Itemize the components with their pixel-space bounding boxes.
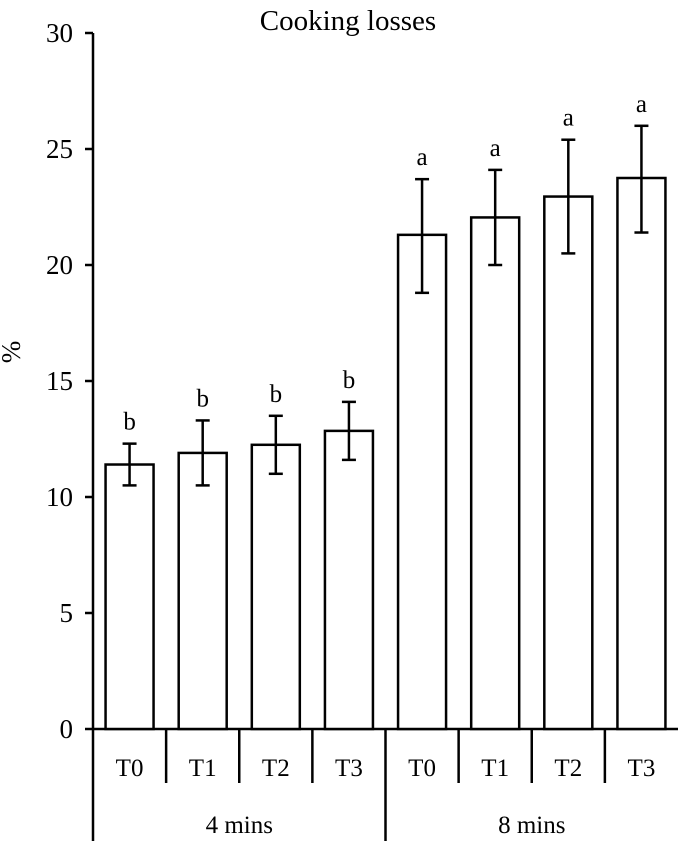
bar — [469, 216, 521, 731]
significance-label: a — [563, 105, 574, 132]
significance-label: b — [343, 367, 356, 394]
bars — [104, 124, 667, 731]
category-label: T3 — [335, 755, 363, 782]
category-label: T1 — [481, 755, 509, 782]
significance-label: a — [490, 135, 501, 162]
category-label: T1 — [189, 755, 217, 782]
y-tick-label: 0 — [60, 714, 74, 744]
axis-labels: 0 5 10 15 20 25 30 b T0 b T1 b T2 b T3 4 mins a T0 a T1 a T2 a… — [46, 18, 655, 839]
bar — [250, 443, 302, 731]
bar — [396, 233, 448, 731]
bar — [177, 451, 228, 731]
bar — [104, 463, 155, 731]
y-tick-label: 5 — [60, 598, 74, 628]
category-label: T0 — [408, 755, 436, 782]
significance-label: b — [196, 385, 209, 412]
significance-label: b — [123, 409, 136, 436]
significance-label: b — [270, 381, 283, 408]
y-axis-label: % — [0, 341, 26, 364]
bar — [543, 195, 594, 731]
chart-title: Cooking losses — [260, 5, 436, 37]
category-label: T3 — [628, 755, 656, 782]
significance-label: a — [417, 144, 428, 171]
group-label: 4 mins — [206, 812, 273, 839]
category-label: T2 — [262, 755, 290, 782]
bar — [616, 176, 667, 731]
category-label: T2 — [554, 755, 582, 782]
y-tick-label: 20 — [46, 250, 73, 280]
bar — [323, 429, 375, 731]
significance-label: a — [636, 91, 647, 118]
y-tick-label: 15 — [46, 366, 73, 396]
category-label: T0 — [116, 755, 144, 782]
group-label: 8 mins — [498, 812, 565, 839]
y-tick-label: 10 — [46, 482, 73, 512]
y-tick-label: 25 — [46, 134, 73, 164]
y-tick-label: 30 — [46, 18, 73, 48]
